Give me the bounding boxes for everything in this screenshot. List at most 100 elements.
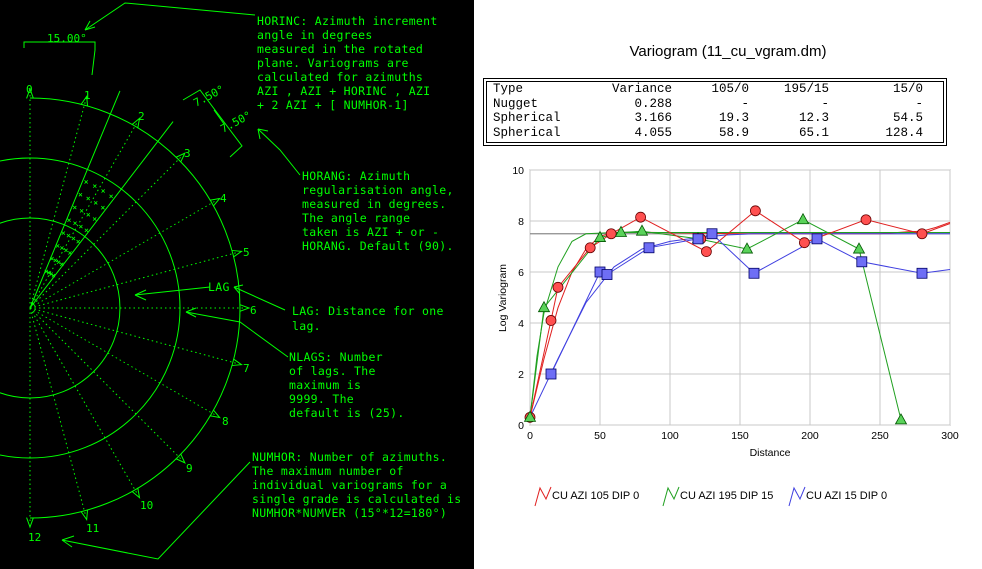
data-point bbox=[584, 242, 596, 254]
table-row: Nugget 0.288 - - - bbox=[493, 97, 923, 112]
lag-label: LAG bbox=[208, 280, 230, 294]
data-point bbox=[916, 267, 928, 279]
numhor-pointer-head bbox=[61, 535, 75, 548]
horinc-line-3: measured in the rotated bbox=[257, 42, 423, 56]
sample-cross bbox=[51, 273, 56, 278]
data-point bbox=[796, 212, 810, 225]
x-tick-label: 150 bbox=[731, 430, 749, 442]
header-dir-3: 15/0 bbox=[892, 82, 923, 96]
data-point bbox=[643, 242, 655, 254]
y-tick-label: 0 bbox=[518, 420, 524, 432]
horang-boundary-1 bbox=[29, 90, 121, 309]
azimuth-ray bbox=[29, 307, 217, 416]
nlags-line-1: NLAGS: Number bbox=[289, 350, 383, 364]
nlags-line-3: maximum is bbox=[289, 378, 361, 392]
data-point bbox=[545, 368, 557, 380]
header-dir-2: 195/15 bbox=[783, 82, 829, 96]
sample-cross bbox=[78, 192, 83, 197]
azimuth-4: 4 bbox=[220, 192, 227, 205]
sample-cross bbox=[72, 205, 77, 210]
header-variance: Variance bbox=[611, 82, 672, 96]
nlags-pointer-head bbox=[185, 307, 197, 318]
lag-ring-3 bbox=[29, 97, 241, 519]
horang-line-5: taken is AZI + or - bbox=[302, 225, 439, 239]
horang-line-6: HORANG. Default (90). bbox=[302, 239, 454, 253]
cell: 12.3 bbox=[798, 111, 829, 125]
experimental-line-1 bbox=[529, 210, 951, 418]
cell: 4.055 bbox=[634, 125, 672, 140]
azimuth-arrowhead bbox=[26, 87, 34, 99]
lag-ring-left-2 bbox=[0, 217, 31, 399]
sample-cross bbox=[101, 205, 105, 210]
azimuth-arrowhead bbox=[231, 249, 243, 258]
y-axis-label: Log Variogram bbox=[497, 264, 509, 332]
azimuth-9: 9 bbox=[186, 462, 193, 475]
table-inner-border bbox=[486, 81, 944, 143]
numhor-pointer bbox=[61, 461, 251, 560]
azimuth-7: 7 bbox=[243, 362, 250, 375]
sample-cross bbox=[55, 243, 60, 248]
sample-cross bbox=[73, 221, 77, 226]
model-parameters-table: Type Variance 105/0 195/15 15/0 Nugget 0… bbox=[483, 78, 947, 146]
horinc-line-1: HORINC: Azimuth increment bbox=[257, 14, 438, 28]
nlags-line-2: of lags. The bbox=[289, 364, 376, 378]
cell: 0.288 bbox=[634, 96, 672, 111]
azimuth-5: 5 bbox=[243, 246, 250, 259]
cell: 19.3 bbox=[718, 111, 749, 125]
azimuth-arrowhead bbox=[209, 197, 221, 207]
sample-cross bbox=[61, 231, 66, 235]
data-point bbox=[692, 233, 704, 245]
data-point bbox=[635, 224, 649, 236]
lag-pointer bbox=[233, 286, 286, 311]
sample-cross bbox=[60, 246, 64, 250]
legend-label: CU AZI 15 DIP 0 bbox=[806, 490, 888, 502]
azimuth-arrowhead bbox=[131, 117, 141, 129]
azimuth-arrowhead bbox=[131, 487, 141, 499]
horang-boundary-2 bbox=[29, 121, 174, 309]
horang-label-2: 7.50° bbox=[218, 109, 253, 136]
table-row: Spherical 4.055 58.9 65.1 128.4 bbox=[493, 126, 923, 141]
azimuth-ray bbox=[29, 200, 217, 309]
lag-dimension-left bbox=[134, 286, 211, 296]
cell: 128.4 bbox=[885, 125, 923, 140]
chart-title: Variogram (11_cu_vgram.dm) bbox=[629, 43, 827, 60]
horinc-pointer-head bbox=[84, 20, 96, 31]
azimuth-6: 6 bbox=[250, 304, 257, 317]
horinc-line-6: AZI , AZI + HORINC , AZI bbox=[257, 84, 430, 98]
x-tick-label: 100 bbox=[661, 430, 679, 442]
annotation-text: HORINC: Azimuth increment angle in degre… bbox=[252, 14, 461, 520]
sample-cross bbox=[76, 239, 81, 244]
x-tick-label: 200 bbox=[801, 430, 819, 442]
data-point bbox=[852, 242, 866, 254]
sample-cross bbox=[86, 196, 91, 201]
sample-cross bbox=[84, 180, 89, 184]
cell: Spherical bbox=[493, 125, 561, 140]
horang-line-1: HORANG: Azimuth bbox=[302, 169, 410, 183]
lag-line-2: lag. bbox=[292, 319, 321, 333]
data-point bbox=[706, 228, 718, 240]
sample-cross bbox=[78, 224, 83, 229]
cell: Spherical bbox=[493, 111, 561, 125]
data-point bbox=[700, 246, 712, 257]
horinc-pointer bbox=[84, 2, 256, 31]
data-point bbox=[537, 300, 551, 313]
numhor-line-1: NUMHOR: Number of azimuths. bbox=[252, 450, 447, 464]
numhor-line-3: individual variograms for a bbox=[252, 478, 447, 492]
sample-cross bbox=[59, 262, 64, 267]
x-tick-label: 300 bbox=[941, 430, 959, 442]
horang-pointer-head bbox=[257, 128, 269, 140]
azimuth-arrowhead bbox=[80, 95, 89, 107]
sample-cross bbox=[86, 212, 91, 217]
variogram-parameters-diagram: 15.00° 7.50° 7.50° LAG 0 1 2 3 4 5 6 7 8… bbox=[0, 0, 474, 569]
azimuth-3: 3 bbox=[184, 147, 191, 160]
x-tick-label: 50 bbox=[594, 430, 606, 442]
azimuth-2: 2 bbox=[138, 110, 145, 123]
data-point bbox=[856, 256, 868, 268]
azimuth-ray bbox=[29, 100, 87, 309]
cell: - bbox=[821, 96, 829, 111]
nlags-pointer bbox=[185, 311, 289, 358]
data-point bbox=[894, 413, 908, 425]
cell: 65.1 bbox=[798, 125, 829, 140]
parameters-grid: Type Variance 105/0 195/15 15/0 Nugget 0… bbox=[493, 82, 923, 140]
